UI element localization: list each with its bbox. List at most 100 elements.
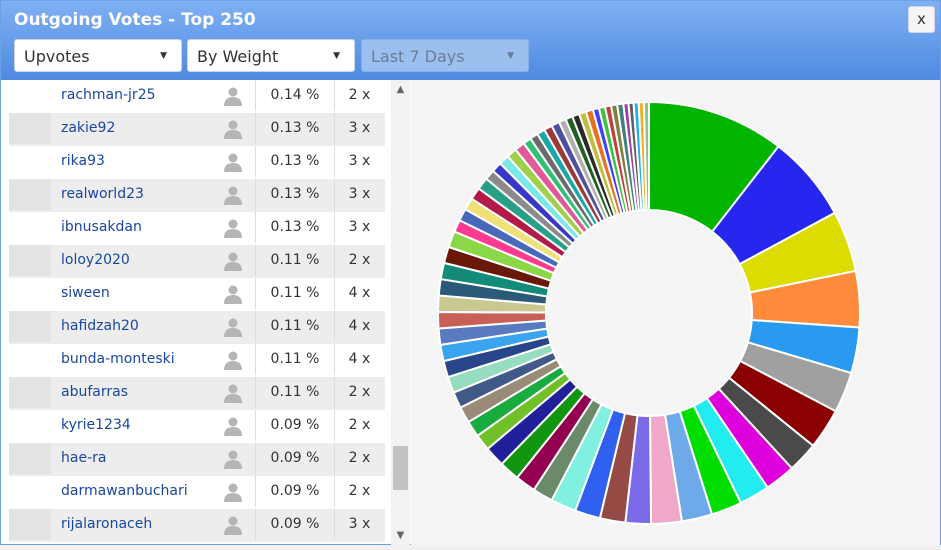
table-row: abufarras 0.11 % 2 x <box>9 377 385 410</box>
vote-percent: 0.14 % <box>255 80 335 111</box>
vote-type-select[interactable]: Upvotes ▼ <box>14 39 182 72</box>
table-row: loloy2020 0.11 % 2 x <box>9 245 385 278</box>
vote-percent: 0.11 % <box>255 377 335 408</box>
user-avatar-icon <box>223 317 243 337</box>
vote-count: 3 x <box>348 516 371 532</box>
user-avatar-icon <box>223 185 243 205</box>
table-row: hafidzah20 0.11 % 4 x <box>9 311 385 344</box>
row-marker <box>9 80 51 111</box>
scroll-down-icon[interactable]: ▼ <box>396 530 405 541</box>
vote-percent: 0.13 % <box>255 146 335 177</box>
user-avatar-icon <box>223 218 243 238</box>
user-avatar-icon <box>223 251 243 271</box>
vote-percent: 0.11 % <box>255 245 335 276</box>
user-avatar-icon <box>223 515 243 535</box>
list-scrollbar[interactable]: ▲ ▼ <box>391 80 410 546</box>
table-row: rika93 0.13 % 3 x <box>9 146 385 179</box>
window-header: Outgoing Votes - Top 250 x Upvotes ▼ By … <box>1 1 940 80</box>
vote-count: 3 x <box>348 219 371 235</box>
vote-percent: 0.09 % <box>255 443 335 474</box>
table-row: kyrie1234 0.09 % 2 x <box>9 410 385 443</box>
row-marker <box>9 311 51 342</box>
user-avatar-icon <box>223 284 243 304</box>
period-select[interactable]: Last 7 Days ▼ <box>361 39 529 72</box>
voter-name-link[interactable]: siween <box>61 285 110 301</box>
vote-count: 4 x <box>348 351 371 367</box>
votes-donut-chart <box>411 80 940 546</box>
row-marker <box>9 443 51 474</box>
user-avatar-icon <box>223 449 243 469</box>
vote-count: 3 x <box>348 120 371 136</box>
vote-count: 2 x <box>348 252 371 268</box>
scrollbar-thumb[interactable] <box>393 446 408 490</box>
user-avatar-icon <box>223 416 243 436</box>
row-marker <box>9 146 51 177</box>
table-row: rachman-jr25 0.14 % 2 x <box>9 80 385 113</box>
row-marker <box>9 113 51 144</box>
vote-count: 2 x <box>348 87 371 103</box>
vote-percent: 0.11 % <box>255 278 335 309</box>
vote-count: 2 x <box>348 417 371 433</box>
vote-percent: 0.11 % <box>255 344 335 375</box>
vote-percent: 0.13 % <box>255 113 335 144</box>
voter-name-link[interactable]: zakie92 <box>61 120 116 136</box>
scroll-up-icon[interactable]: ▲ <box>396 84 405 95</box>
vote-percent: 0.13 % <box>255 212 335 243</box>
user-avatar-icon <box>223 119 243 139</box>
votes-list: rachman-jr25 0.14 % 2 x zakie92 0.13 % 3 x rik… <box>9 80 385 546</box>
period-value: Last 7 Days <box>371 47 465 66</box>
vote-percent: 0.13 % <box>255 179 335 210</box>
vote-percent: 0.09 % <box>255 410 335 441</box>
vote-percent: 0.09 % <box>255 509 335 540</box>
voter-name-link[interactable]: rijalaronaceh <box>61 516 153 532</box>
voter-name-link[interactable]: realworld23 <box>61 186 144 202</box>
chevron-down-icon: ▼ <box>160 51 167 61</box>
row-marker <box>9 476 51 507</box>
row-marker <box>9 509 51 540</box>
row-marker <box>9 377 51 408</box>
vote-count: 3 x <box>348 186 371 202</box>
user-avatar-icon <box>223 383 243 403</box>
voter-name-link[interactable]: ibnusakdan <box>61 219 142 235</box>
voter-name-link[interactable]: kyrie1234 <box>61 417 131 433</box>
voter-name-link[interactable]: rika93 <box>61 153 105 169</box>
user-avatar-icon <box>223 86 243 106</box>
user-avatar-icon <box>223 482 243 502</box>
table-row: bunda-monteski 0.11 % 4 x <box>9 344 385 377</box>
voter-name-link[interactable]: rachman-jr25 <box>61 87 156 103</box>
voter-name-link[interactable]: hae-ra <box>61 450 107 466</box>
table-row: ibnusakdan 0.13 % 3 x <box>9 212 385 245</box>
row-marker <box>9 179 51 210</box>
chevron-down-icon: ▼ <box>333 51 340 61</box>
row-marker <box>9 344 51 375</box>
sort-value: By Weight <box>197 47 279 66</box>
donut-slice[interactable] <box>642 100 650 212</box>
table-row: hae-ra 0.09 % 2 x <box>9 443 385 476</box>
row-marker <box>9 212 51 243</box>
table-row: siween 0.11 % 4 x <box>9 278 385 311</box>
vote-count: 2 x <box>348 450 371 466</box>
vote-count: 2 x <box>348 384 371 400</box>
vote-count: 4 x <box>348 318 371 334</box>
vote-percent: 0.09 % <box>255 476 335 507</box>
voter-name-link[interactable]: loloy2020 <box>61 252 130 268</box>
chevron-down-icon: ▼ <box>507 51 514 61</box>
table-row: rijalaronaceh 0.09 % 3 x <box>9 509 385 542</box>
vote-count: 3 x <box>348 153 371 169</box>
donut-svg <box>436 100 861 525</box>
user-avatar-icon <box>223 152 243 172</box>
sort-select[interactable]: By Weight ▼ <box>187 39 355 72</box>
table-row: realworld23 0.13 % 3 x <box>9 179 385 212</box>
vote-type-value: Upvotes <box>24 47 90 66</box>
voter-name-link[interactable]: hafidzah20 <box>61 318 139 334</box>
close-button[interactable]: x <box>908 6 935 33</box>
voter-name-link[interactable]: darmawanbuchari <box>61 483 188 499</box>
row-marker <box>9 278 51 309</box>
user-avatar-icon <box>223 350 243 370</box>
vote-count: 4 x <box>348 285 371 301</box>
voter-name-link[interactable]: bunda-monteski <box>61 351 175 367</box>
window-title: Outgoing Votes - Top 250 <box>14 10 256 30</box>
vote-count: 2 x <box>348 483 371 499</box>
voter-name-link[interactable]: abufarras <box>61 384 128 400</box>
